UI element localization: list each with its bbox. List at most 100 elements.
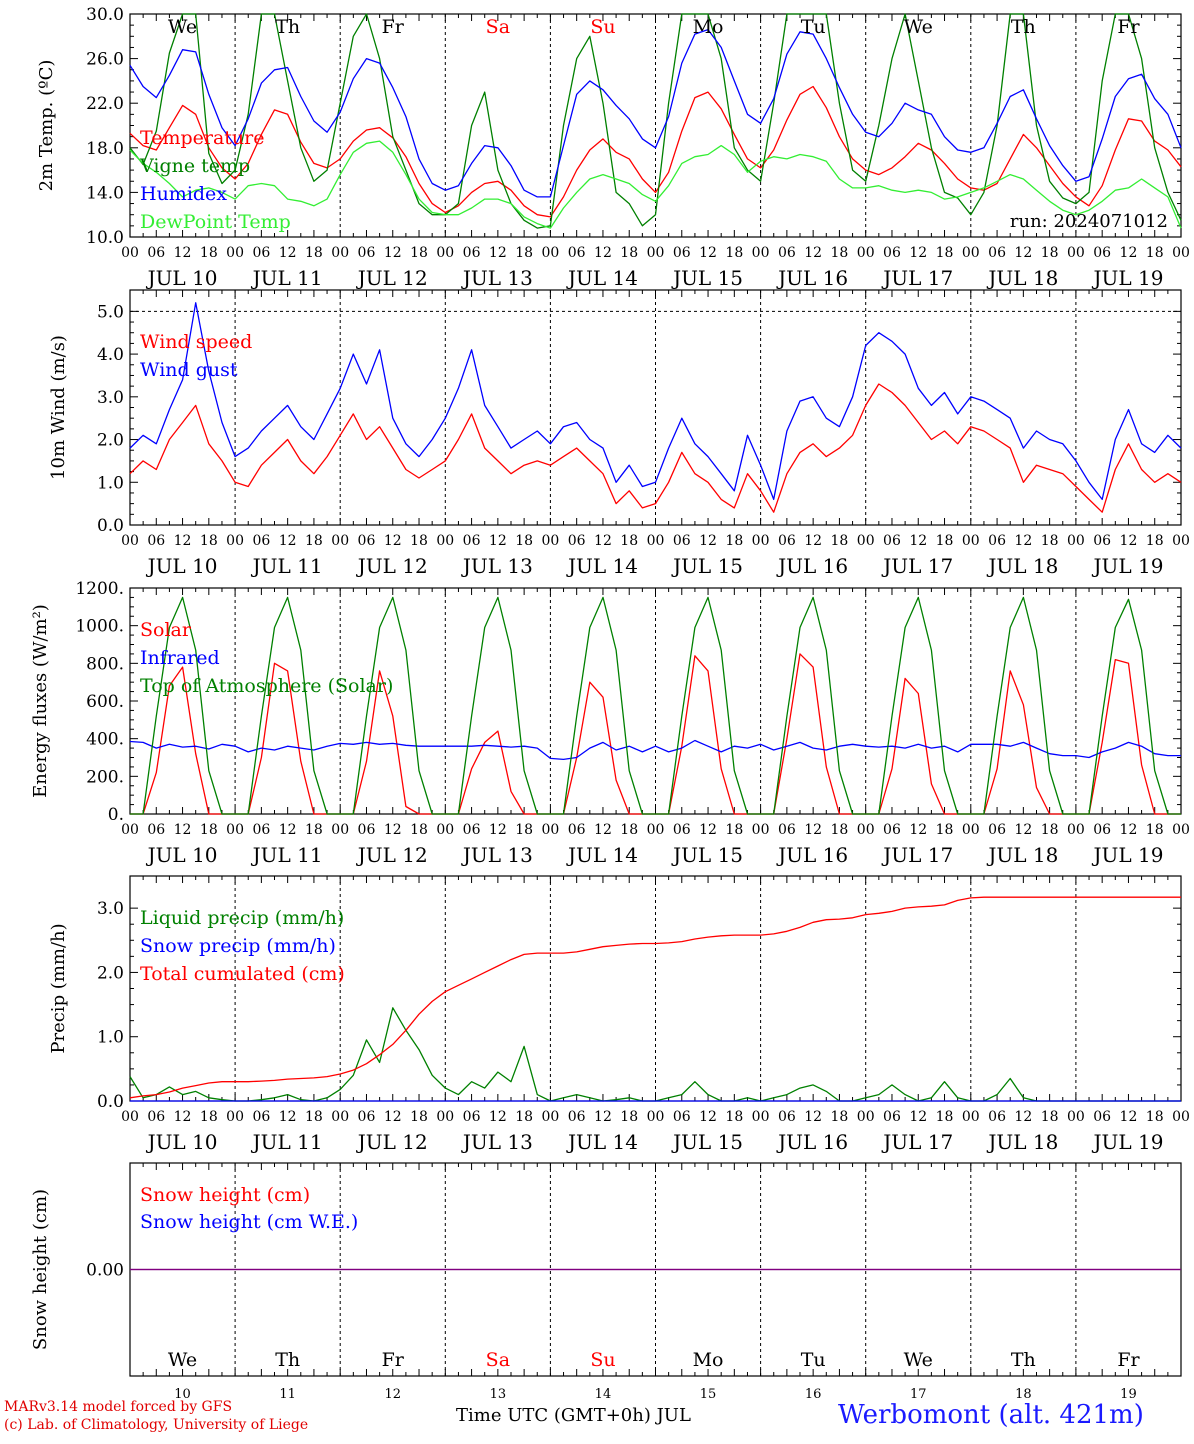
energy-hour-label: 06 [1093,822,1111,838]
energy-hour-label: 18 [620,822,638,838]
precip-legend-total-cumulated-cm: Total cumulated (cm) [140,963,345,985]
energy-date-label: JUL 11 [251,843,323,867]
snow-y-tick-label: 0.00 [86,1261,124,1281]
wind-date-label: JUL 19 [1091,554,1163,578]
temperature-hour-label: 06 [568,245,586,261]
temperature-hour-label: 00 [647,245,665,261]
energy-hour-label: 12 [489,822,507,838]
energy-hour-label: 12 [384,822,402,838]
weekday-label-top: Mo [693,16,724,38]
precip-hour-label: 00 [226,1109,244,1125]
wind-hour-label: 00 [1067,533,1085,549]
precip-hour-label: 18 [1146,1109,1164,1125]
day-number-label: 17 [910,1387,927,1402]
precip-hour-label: 18 [620,1109,638,1125]
precip-hour-label: 00 [121,1109,139,1125]
energy-hour-label: 12 [279,822,297,838]
temperature-hour-label: 06 [463,245,481,261]
precip-hour-label: 12 [279,1109,297,1125]
temperature-hour-label: 00 [121,245,139,261]
precip-date-label: JUL 10 [146,1130,218,1154]
temperature-hour-label: 12 [279,245,297,261]
temperature-hour-label: 00 [1067,245,1085,261]
precip-hour-label: 00 [962,1109,980,1125]
wind-hour-label: 00 [647,533,665,549]
energy-hour-label: 06 [358,822,376,838]
precip-hour-label: 12 [594,1109,612,1125]
day-number-label: 19 [1120,1387,1137,1402]
precip-hour-label: 00 [1172,1109,1190,1125]
precip-hour-label: 06 [568,1109,586,1125]
temperature-legend-vigne-temp: Vigne temp [139,155,250,177]
energy-legend-infrared: Infrared [140,647,220,669]
energy-date-label: JUL 15 [671,843,743,867]
temperature-legend-temperature: Temperature [140,127,264,149]
energy-hour-label: 18 [305,822,323,838]
wind-hour-label: 12 [909,533,927,549]
energy-hour-label: 00 [331,822,349,838]
energy-date-label: JUL 12 [356,843,428,867]
weekday-label-top: Th [275,16,300,38]
weekday-label-top: Su [590,16,615,38]
precip-date-label: JUL 11 [251,1130,323,1154]
temperature-hour-label: 06 [883,245,901,261]
weekday-label-top: Tu [801,16,826,38]
temperature-hour-label: 00 [1172,245,1190,261]
wind-hour-label: 00 [121,533,139,549]
temperature-hour-label: 06 [147,245,165,261]
precip-hour-label: 00 [331,1109,349,1125]
wind-hour-label: 00 [857,533,875,549]
weekday-label-top: We [904,16,933,38]
wind-hour-label: 00 [226,533,244,549]
wind-hour-label: 12 [1014,533,1032,549]
wind-legend-wind-gust: Wind gust [140,359,238,381]
temperature-hour-label: 12 [489,245,507,261]
temperature-y-axis-title: 2m Temp. (ºC) [36,60,57,192]
temperature-run-label: run: 2024071012 [1010,211,1168,232]
wind-hour-label: 12 [174,533,192,549]
precip-date-label: JUL 12 [356,1130,428,1154]
energy-hour-label: 18 [936,822,954,838]
wind-date-label: JUL 16 [776,554,848,578]
precip-y-tick-label: 0.0 [97,1092,124,1112]
energy-hour-label: 00 [436,822,454,838]
precip-hour-label: 06 [358,1109,376,1125]
precip-hour-label: 12 [1120,1109,1138,1125]
wind-hour-label: 12 [804,533,822,549]
weekday-label-top: We [168,16,197,38]
temperature-hour-label: 00 [436,245,454,261]
temperature-hour-label: 18 [831,245,849,261]
wind-hour-label: 06 [778,533,796,549]
wind-hour-label: 06 [358,533,376,549]
wind-date-label: JUL 13 [461,554,533,578]
weekday-label-top: Fr [1117,16,1140,38]
temperature-date-label: JUL 14 [566,266,638,290]
wind-hour-label: 12 [279,533,297,549]
temperature-hour-label: 18 [620,245,638,261]
wind-hour-label: 06 [568,533,586,549]
wind-y-tick-label: 3.0 [97,388,124,408]
day-number-label: 13 [490,1387,507,1402]
weekday-label-top: Th [1011,16,1036,38]
day-number-label: 15 [700,1387,717,1402]
temperature-y-tick-label: 14.0 [86,183,124,203]
x-axis-title: Time UTC (GMT+0h) JUL [456,1405,691,1426]
energy-hour-label: 12 [594,822,612,838]
precip-y-tick-label: 3.0 [97,899,124,919]
wind-legend-wind-speed: Wind speed [140,331,252,353]
energy-hour-label: 18 [515,822,533,838]
wind-date-label: JUL 17 [881,554,953,578]
energy-y-tick-label: 200. [86,767,124,787]
wind-date-label: JUL 12 [356,554,428,578]
day-number-label: 10 [174,1387,191,1402]
station-label: Werbomont (alt. 421m) [838,1400,1144,1430]
precip-hour-label: 12 [699,1109,717,1125]
energy-hour-label: 00 [541,822,559,838]
wind-hour-label: 00 [752,533,770,549]
precip-hour-label: 06 [463,1109,481,1125]
energy-series-top-of-atmosphere-solar [130,596,1181,815]
energy-legend-solar: Solar [140,619,192,641]
precip-hour-label: 18 [936,1109,954,1125]
precip-hour-label: 18 [200,1109,218,1125]
energy-date-label: JUL 10 [146,843,218,867]
